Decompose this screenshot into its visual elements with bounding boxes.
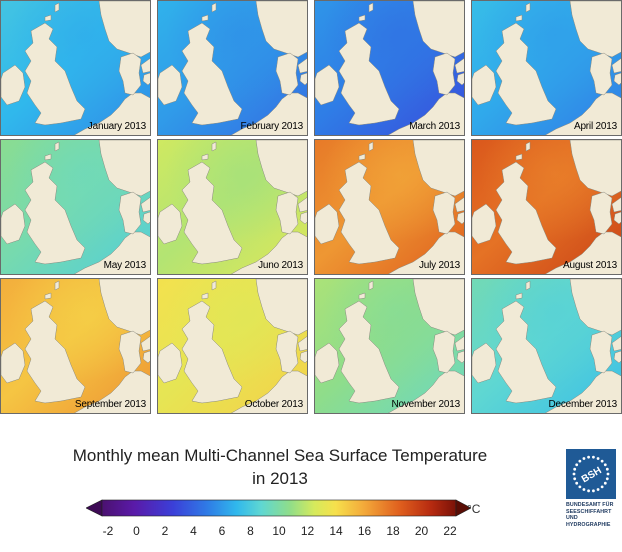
month-label: November 2013 <box>391 399 460 410</box>
colorbar-tick: 18 <box>386 524 400 538</box>
month-label: May 2013 <box>103 260 147 271</box>
colorbar-low-arrow <box>86 499 103 517</box>
sea-temperature-map <box>472 279 621 413</box>
colorbar-tick: 10 <box>272 524 286 538</box>
month-label: Juno 2013 <box>258 260 303 271</box>
colorbar-gradient <box>101 499 457 517</box>
bsh-line-2: SEESCHIFFAHRT <box>566 508 612 515</box>
bsh-line-4: HYDROGRAPHIE <box>566 521 611 528</box>
month-label: September 2013 <box>74 399 146 410</box>
map-panel: October 2013 <box>157 278 308 414</box>
title-line-2: in 2013 <box>252 469 308 488</box>
bsh-logo: BSH BUNDESAMT FÜR SEESCHIFFAHRT UND HYDR… <box>566 449 616 547</box>
colorbar-unit: °C <box>467 502 481 516</box>
month-label: July 2013 <box>418 260 460 271</box>
sea-temperature-map <box>158 140 307 274</box>
map-panel: January 2013 <box>0 0 151 136</box>
sea-temperature-map <box>472 140 621 274</box>
month-label: February 2013 <box>240 121 304 132</box>
bsh-line-3: UND <box>566 515 578 521</box>
bsh-line-1: BUNDESAMT FÜR <box>566 502 614 508</box>
colorbar-tick: -2 <box>102 524 114 538</box>
sea-temperature-map <box>1 1 150 135</box>
map-panel: September 2013 <box>0 278 151 414</box>
map-panel: February 2013 <box>157 0 308 136</box>
sea-temperature-map <box>315 1 464 135</box>
title-line-1: Monthly mean Multi-Channel Sea Surface T… <box>72 446 488 465</box>
colorbar-tick-labels: -2 0 2 4 6 8 10 12 14 16 18 20 22 <box>0 524 622 540</box>
month-label: August 2013 <box>563 260 617 271</box>
sea-temperature-map <box>158 1 307 135</box>
temperature-colorbar <box>86 499 471 517</box>
bsh-logo-box: BSH <box>566 449 616 499</box>
map-panel: July 2013 <box>314 139 465 275</box>
colorbar-tick: 8 <box>247 524 254 538</box>
sea-temperature-map <box>315 279 464 413</box>
bsh-emblem-icon: BSH <box>572 455 610 493</box>
sea-temperature-map <box>315 140 464 274</box>
colorbar-tick: 0 <box>133 524 140 538</box>
map-panel: Juno 2013 <box>157 139 308 275</box>
month-label: January 2013 <box>87 121 146 132</box>
monthly-map-grid: January 2013 February 2013 <box>0 0 622 414</box>
colorbar-tick: 14 <box>329 524 343 538</box>
colorbar-tick: 16 <box>357 524 372 538</box>
sea-temperature-map <box>1 279 150 413</box>
map-panel: May 2013 <box>0 139 151 275</box>
map-panel: April 2013 <box>471 0 622 136</box>
colorbar-tick: 22 <box>443 524 457 538</box>
sea-temperature-map <box>1 140 150 274</box>
month-label: March 2013 <box>409 121 460 132</box>
colorbar-tick: 6 <box>218 524 226 538</box>
colorbar-tick: 4 <box>190 524 197 538</box>
month-label: December 2013 <box>548 399 617 410</box>
bsh-abbr: BSH <box>580 465 604 485</box>
bsh-logo-text: BUNDESAMT FÜR SEESCHIFFAHRT UND HYDROGRA… <box>566 502 616 528</box>
colorbar-tick: 12 <box>300 524 315 538</box>
figure-title: Monthly mean Multi-Channel Sea Surface T… <box>0 444 560 490</box>
map-panel: August 2013 <box>471 139 622 275</box>
month-label: April 2013 <box>573 121 617 132</box>
map-panel: December 2013 <box>471 278 622 414</box>
map-panel: November 2013 <box>314 278 465 414</box>
month-label: October 2013 <box>244 399 303 410</box>
map-panel: March 2013 <box>314 0 465 136</box>
colorbar-high-arrow <box>455 499 471 517</box>
sea-temperature-map <box>472 1 621 135</box>
colorbar-tick: 20 <box>414 524 429 538</box>
colorbar-tick: 2 <box>161 524 169 538</box>
sea-temperature-map <box>158 279 307 413</box>
